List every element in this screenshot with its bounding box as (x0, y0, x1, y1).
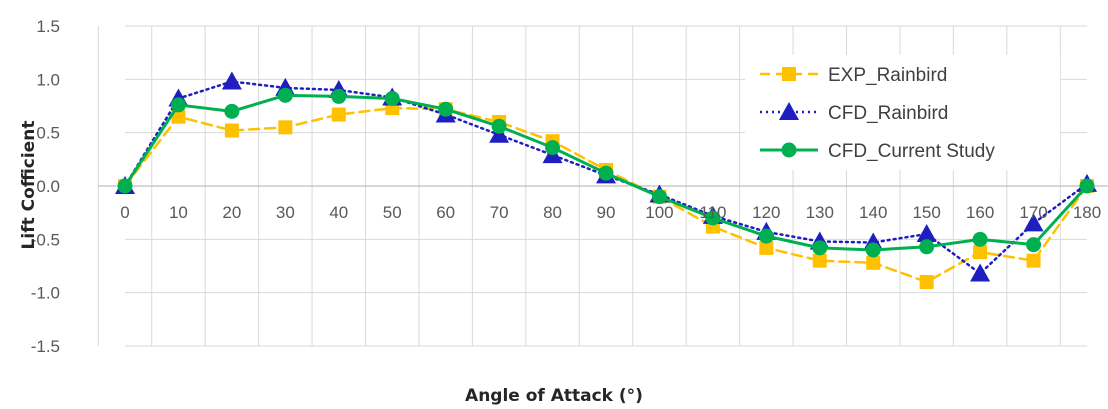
data-point-cfd-rainbird (916, 224, 937, 242)
legend-marker (782, 67, 796, 81)
grid-lines (97, 25, 1108, 347)
y-tick-label: -1.0 (31, 284, 60, 303)
y-axis-tick-labels: 1.5 1.0 0.5 0.0 -0.5 -1.0 -1.5 (31, 17, 60, 356)
legend-entry-cfd-current-study: CFD_Current Study (760, 141, 995, 162)
y-tick-label: -0.5 (31, 230, 60, 249)
data-point-cfd-current-study (170, 97, 186, 113)
x-tick-label: 110 (699, 203, 726, 222)
y-tick-label: 0.5 (36, 124, 60, 143)
data-point-exp-rainbird (759, 240, 774, 255)
data-point-cfd-current-study (491, 118, 507, 134)
x-tick-label: 10 (169, 203, 188, 222)
legend-marker (779, 102, 799, 120)
legend: EXP_Rainbird CFD_Rainbird CFD_Current Stud… (745, 55, 1060, 170)
data-point-cfd-current-study (1026, 237, 1042, 253)
x-tick-label: 60 (436, 203, 455, 222)
data-point-exp-rainbird (171, 109, 186, 124)
data-point-exp-rainbird (278, 120, 293, 135)
data-point-cfd-current-study (277, 87, 293, 103)
data-point-cfd-rainbird (489, 124, 510, 143)
x-tick-label: 160 (966, 203, 994, 222)
x-tick-label: 30 (276, 203, 295, 222)
x-tick-label: 50 (383, 203, 402, 222)
x-tick-label: 130 (806, 203, 834, 222)
x-tick-label: 0 (120, 203, 129, 222)
data-point-exp-rainbird (331, 107, 346, 122)
data-point-cfd-current-study (919, 239, 935, 255)
y-tick-label: 0.0 (36, 177, 60, 196)
x-tick-label: 90 (597, 203, 616, 222)
data-point-cfd-current-study (865, 242, 881, 258)
legend-label: CFD_Rainbird (828, 103, 948, 124)
x-tick-label: 40 (329, 203, 348, 222)
data-point-cfd-current-study (117, 178, 133, 194)
data-point-cfd-current-study (545, 140, 561, 156)
legend-label: EXP_Rainbird (828, 65, 947, 86)
x-tick-label: 80 (543, 203, 562, 222)
data-point-cfd-current-study (651, 189, 667, 205)
x-tick-label: 140 (859, 203, 887, 222)
legend-label: CFD_Current Study (828, 141, 995, 162)
data-point-cfd-current-study (758, 228, 774, 244)
y-tick-label: 1.0 (36, 70, 60, 89)
x-tick-label: 70 (490, 203, 509, 222)
legend-marker (781, 142, 797, 158)
x-axis-title: Angle of Attack (°) (465, 386, 643, 406)
y-tick-label: 1.5 (36, 17, 60, 36)
data-point-cfd-current-study (331, 88, 347, 104)
data-point-exp-rainbird (973, 245, 988, 260)
data-point-exp-rainbird (224, 123, 239, 138)
data-point-cfd-current-study (384, 91, 400, 107)
x-tick-label: 20 (222, 203, 241, 222)
data-point-cfd-current-study (705, 210, 721, 226)
data-point-exp-rainbird (919, 275, 934, 289)
data-point-exp-rainbird (866, 255, 881, 270)
series-cfd-current-study (117, 87, 1095, 258)
data-point-cfd-current-study (972, 231, 988, 247)
x-tick-label: 180 (1073, 203, 1101, 222)
y-axis-title: Lift Cofficient (19, 121, 39, 250)
legend-entry-exp-rainbird: EXP_Rainbird (760, 65, 947, 86)
x-tick-label: 170 (1019, 203, 1047, 222)
data-point-cfd-rainbird (221, 71, 242, 90)
data-point-cfd-current-study (224, 103, 240, 119)
x-tick-label: 120 (752, 203, 780, 222)
data-point-cfd-current-study (438, 101, 454, 117)
data-point-cfd-current-study (812, 240, 828, 256)
data-point-cfd-current-study (598, 165, 614, 181)
y-tick-label: -1.5 (31, 337, 60, 356)
data-point-exp-rainbird (812, 253, 827, 268)
data-point-cfd-rainbird (1023, 213, 1044, 232)
legend-entry-cfd-rainbird: CFD_Rainbird (760, 102, 948, 124)
data-series (115, 71, 1097, 289)
x-tick-label: 150 (912, 203, 940, 222)
data-point-cfd-current-study (1079, 178, 1095, 194)
x-tick-label: 100 (645, 203, 673, 222)
data-point-exp-rainbird (1026, 253, 1041, 268)
data-point-cfd-rainbird (970, 263, 991, 282)
x-axis-tick-labels: 0 10 20 30 40 50 60 70 80 90 100 110 120 130 140 150 160… (120, 203, 1101, 222)
